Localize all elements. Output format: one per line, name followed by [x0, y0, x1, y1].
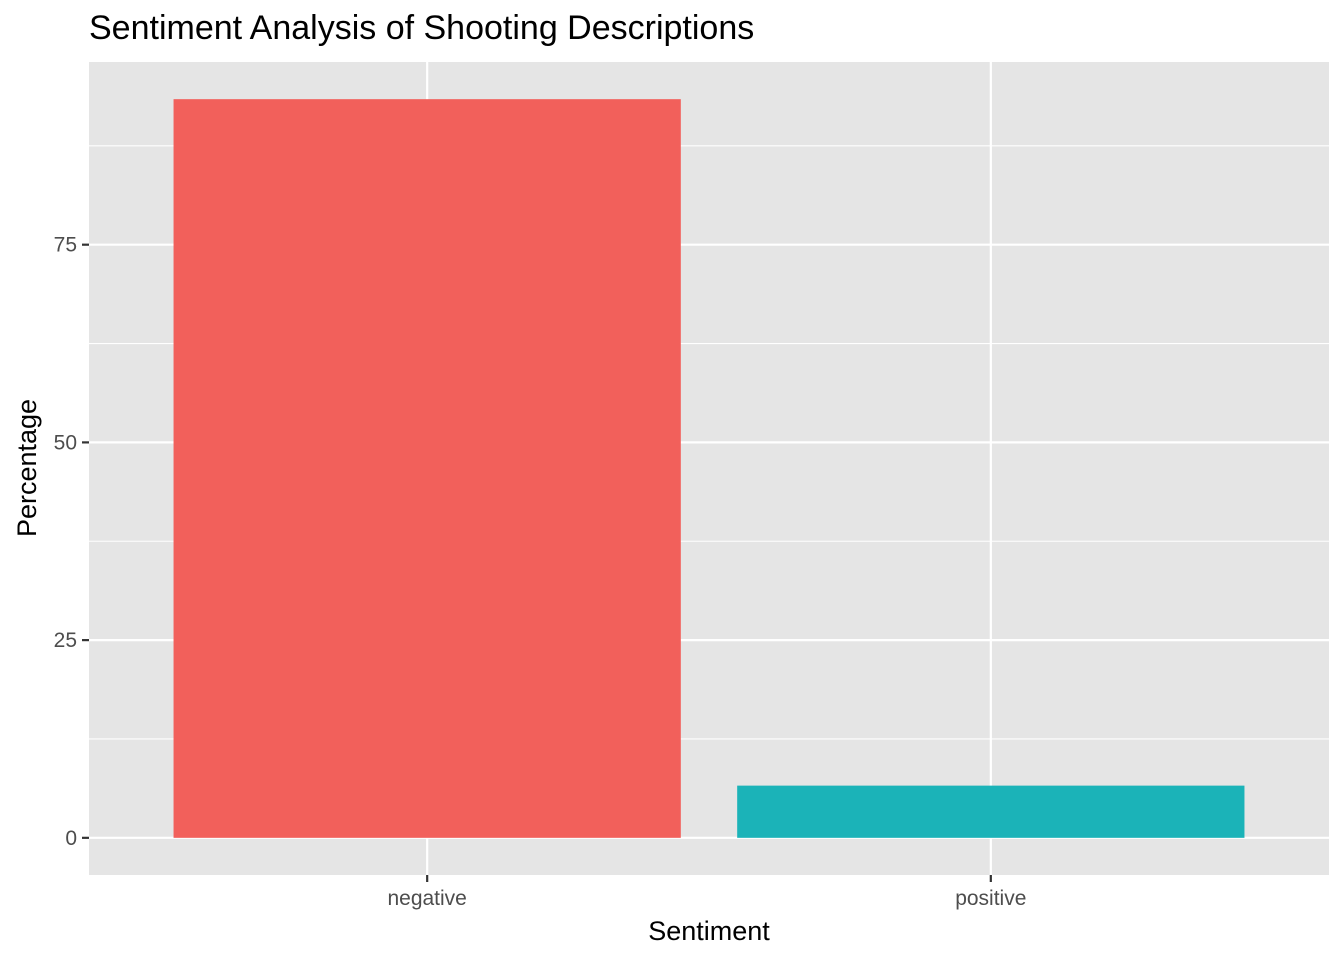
x-tick-label: negative: [387, 887, 466, 910]
x-tick-label: positive: [955, 887, 1026, 910]
x-axis-label: Sentiment: [648, 916, 770, 946]
bars: [173, 99, 1245, 838]
bar-positive: [737, 785, 1245, 838]
y-axis-label: Percentage: [12, 399, 42, 537]
y-tick-label: 25: [54, 629, 77, 652]
y-tick-label: 75: [54, 234, 77, 257]
axes: 0 25 50 75 negative positive: [54, 234, 1027, 910]
y-tick-label: 50: [54, 431, 77, 454]
chart-title: Sentiment Analysis of Shooting Descripti…: [89, 9, 754, 47]
bar-negative: [173, 99, 681, 838]
y-tick-label: 0: [65, 827, 77, 850]
